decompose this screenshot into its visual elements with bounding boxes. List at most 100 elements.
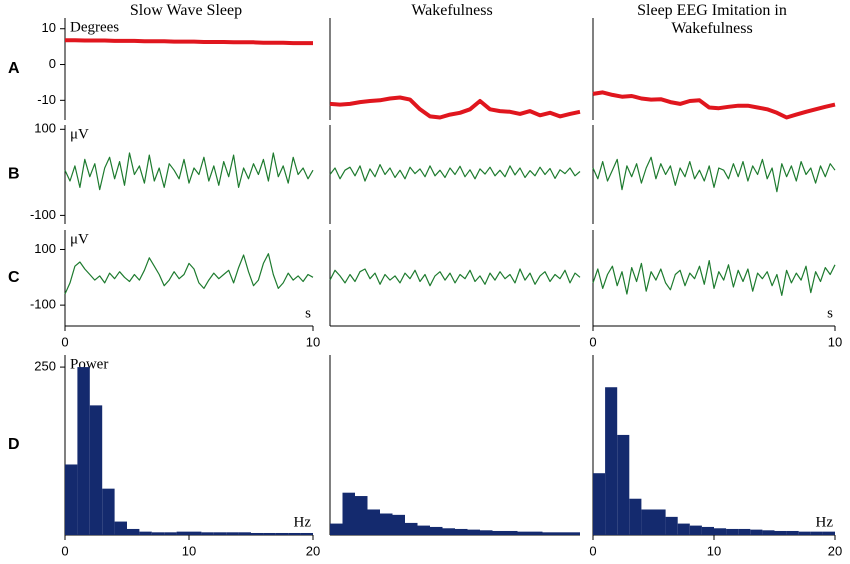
histogram-bar — [605, 387, 618, 535]
y-axis-label: μV — [70, 126, 89, 142]
histogram-bar — [164, 532, 177, 535]
histogram-bar — [593, 473, 606, 535]
histogram-bar — [151, 532, 165, 535]
histogram-bar — [629, 498, 642, 535]
histogram-bar — [665, 516, 678, 535]
histogram-bar — [342, 492, 355, 535]
histogram-bar — [555, 532, 568, 535]
x-tick-label: 20 — [828, 543, 842, 558]
y-tick-label: 10 — [42, 20, 56, 35]
histogram-bar — [762, 530, 775, 535]
histogram-bar — [226, 532, 239, 535]
x-tick-label: 0 — [589, 543, 596, 558]
histogram-bar — [517, 531, 530, 535]
histogram-bar — [213, 532, 227, 535]
histogram-bar — [505, 530, 518, 535]
histogram-bar — [701, 526, 714, 535]
histogram-bar — [114, 521, 127, 535]
histogram-bar — [774, 530, 787, 535]
histogram-bar — [288, 532, 301, 535]
angle-trace — [65, 38, 313, 46]
x-tick-label: 10 — [828, 334, 842, 349]
y-tick-label: 0 — [49, 56, 56, 71]
x-tick-label: 0 — [61, 334, 68, 349]
y-tick-label: 100 — [34, 121, 56, 136]
histogram-bar — [810, 531, 823, 535]
histogram-bar — [417, 525, 430, 535]
histogram-bar — [455, 528, 468, 535]
histogram-bar — [467, 529, 480, 535]
histogram-bar — [641, 509, 654, 535]
panel-label: D — [8, 436, 20, 453]
histogram-bar — [530, 531, 543, 535]
y-axis-label: Degrees — [70, 19, 119, 35]
histogram-bar — [689, 525, 702, 535]
histogram-bar — [77, 367, 90, 535]
histogram-bar — [201, 532, 214, 535]
y-tick-label: 100 — [34, 241, 56, 256]
histogram-bar — [405, 522, 418, 535]
histogram-bar — [617, 434, 630, 535]
histogram-bar — [89, 405, 103, 535]
histogram-bar — [238, 532, 251, 535]
histogram-bar — [65, 464, 78, 535]
histogram-bar — [750, 529, 763, 535]
x-axis-label: s — [827, 305, 833, 321]
panel-label: A — [8, 60, 20, 77]
panel-label: C — [8, 269, 20, 286]
x-tick-label: 10 — [306, 334, 320, 349]
angle-trace — [592, 90, 836, 120]
x-axis-label: Hz — [816, 514, 834, 530]
histogram-bar — [392, 514, 405, 535]
histogram-bar — [176, 531, 189, 535]
y-tick-label: -100 — [30, 207, 56, 222]
column-title: Wakefulness — [411, 2, 493, 19]
histogram-bar — [251, 532, 264, 535]
histogram-bar — [442, 528, 455, 535]
histogram-bar — [738, 528, 751, 535]
x-tick-label: 0 — [589, 334, 596, 349]
histogram-bar — [275, 532, 289, 535]
eeg-trace — [64, 152, 314, 191]
eeg-trace — [329, 164, 581, 182]
histogram-bar — [330, 523, 343, 535]
y-tick-label: -100 — [30, 297, 56, 312]
histogram-bar — [726, 528, 739, 535]
eeg-trace — [592, 260, 836, 296]
x-axis-label: s — [305, 305, 311, 321]
histogram-bar — [822, 531, 835, 535]
histogram-bar — [380, 513, 393, 535]
histogram-bar — [786, 530, 799, 535]
histogram-bar — [492, 530, 505, 535]
x-tick-label: 10 — [182, 543, 196, 558]
histogram-bar — [139, 531, 152, 535]
panel-label: B — [8, 166, 20, 183]
histogram-bar — [127, 528, 140, 535]
eeg-trace — [64, 253, 314, 295]
histogram-bar — [355, 496, 368, 535]
column-title: Sleep EEG Imitation in Wakefulness — [637, 2, 787, 37]
x-axis-label: Hz — [294, 514, 312, 530]
histogram-bar — [102, 488, 115, 535]
histogram-bar — [263, 532, 276, 535]
y-tick-label: 250 — [34, 359, 56, 374]
histogram-bar — [714, 528, 727, 535]
column-title: Slow Wave Sleep — [129, 2, 243, 19]
histogram-bar — [480, 530, 493, 535]
x-tick-label: 0 — [61, 543, 68, 558]
histogram-bar — [653, 509, 666, 535]
histogram-bar — [189, 531, 202, 535]
eeg-trace — [329, 268, 581, 287]
y-axis-label: μV — [70, 231, 89, 247]
eeg-trace — [592, 156, 836, 193]
y-tick-label: -10 — [37, 92, 56, 107]
x-tick-label: 10 — [707, 543, 721, 558]
histogram-bar — [677, 523, 690, 535]
angle-trace — [329, 95, 581, 120]
histogram-bar — [567, 532, 580, 535]
x-tick-label: 20 — [306, 543, 320, 558]
histogram-bar — [367, 509, 380, 535]
histogram-bar — [542, 532, 555, 535]
